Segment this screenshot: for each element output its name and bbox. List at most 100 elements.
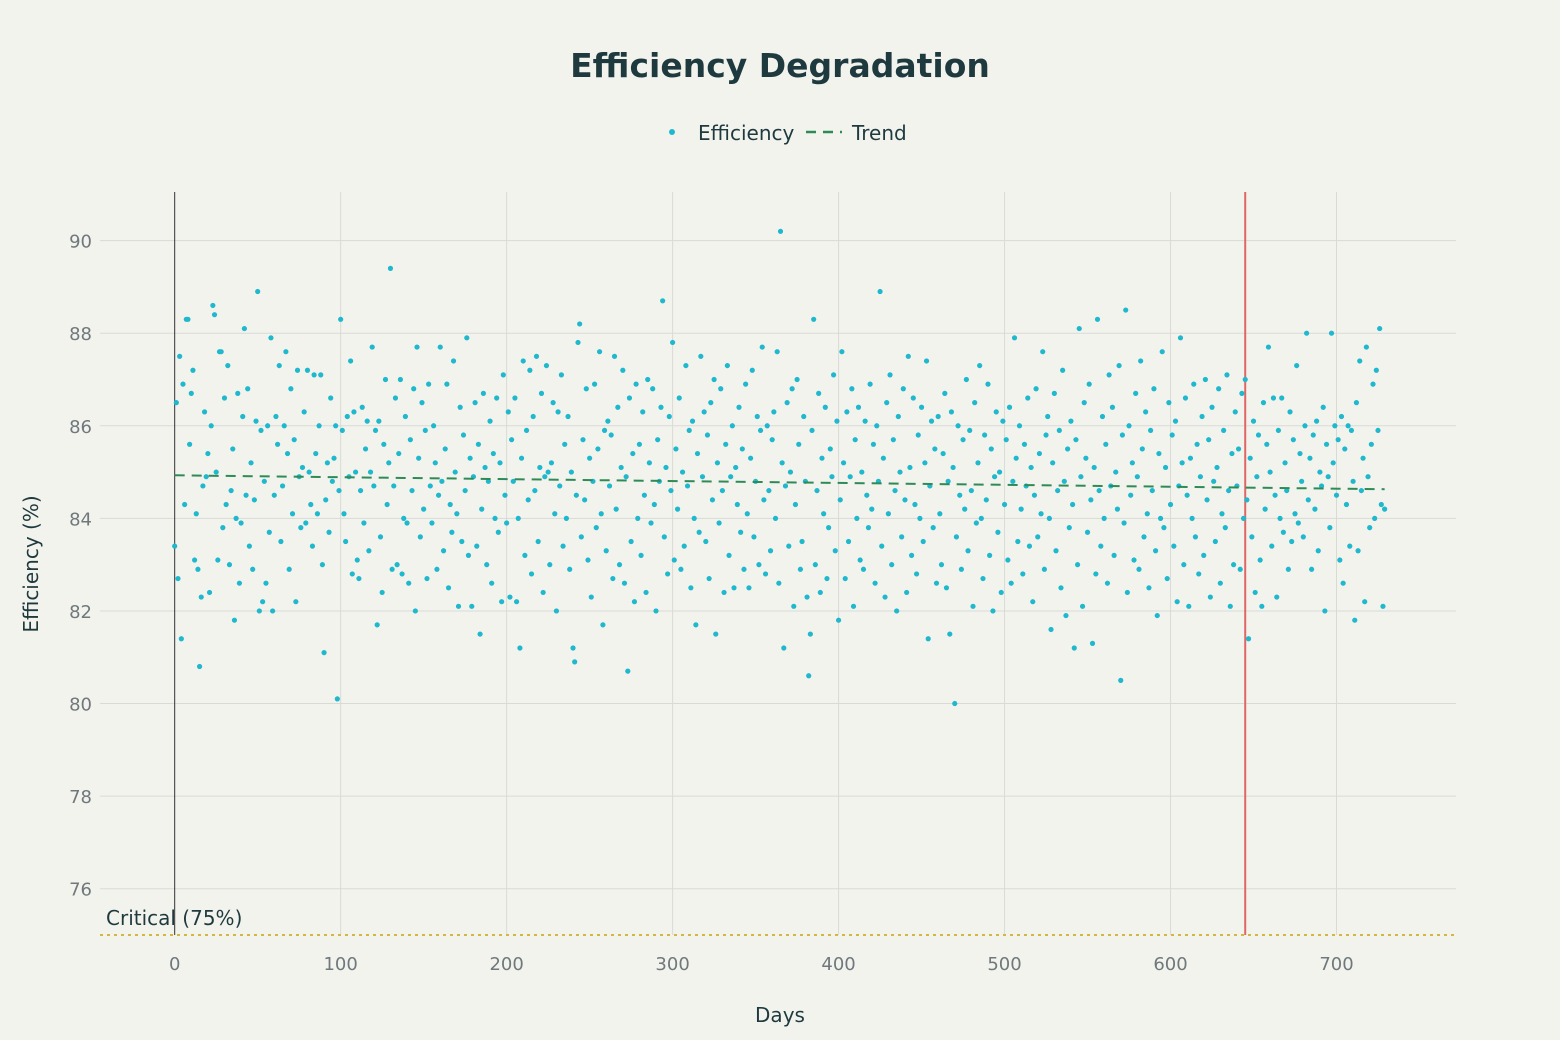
data-point (349, 571, 355, 577)
data-point (1119, 432, 1125, 438)
data-point (1214, 464, 1220, 471)
data-point (757, 427, 764, 434)
legend-trend-label[interactable]: Trend (851, 121, 907, 145)
data-point (474, 543, 480, 549)
data-point (756, 562, 762, 568)
data-point (426, 381, 432, 387)
data-point (1033, 386, 1039, 392)
data-point (462, 487, 468, 494)
data-point (203, 474, 209, 480)
y-tick-label: 88 (69, 324, 92, 345)
data-point (1001, 501, 1008, 508)
data-point (635, 515, 641, 521)
data-point (1362, 599, 1368, 605)
data-point (221, 395, 228, 401)
data-point (1028, 464, 1034, 471)
data-point (1179, 460, 1185, 466)
data-point (1094, 316, 1101, 322)
data-point (822, 404, 828, 410)
data-point (1134, 474, 1140, 480)
data-point (650, 386, 656, 392)
data-point (1377, 325, 1383, 332)
data-point (1285, 566, 1291, 572)
data-point (173, 400, 179, 406)
data-point (228, 487, 234, 494)
data-point (437, 344, 443, 350)
data-point (909, 552, 915, 558)
data-point (786, 543, 792, 549)
data-point (550, 400, 556, 406)
data-point (241, 325, 247, 332)
data-point (283, 349, 289, 355)
data-point (917, 515, 923, 521)
data-point (1157, 515, 1164, 521)
data-point (616, 562, 623, 568)
data-point (852, 437, 858, 443)
reference-lines (100, 192, 1456, 936)
data-point (668, 487, 674, 494)
data-point (510, 478, 516, 484)
data-point (449, 529, 455, 535)
data-point (407, 437, 413, 443)
data-point (185, 316, 191, 322)
data-point (743, 381, 749, 387)
data-point (606, 483, 613, 489)
data-point (372, 427, 379, 434)
data-point (248, 460, 254, 466)
data-point (1078, 474, 1084, 480)
data-point (894, 608, 900, 614)
data-point (683, 362, 689, 369)
data-point (996, 469, 1003, 475)
data-point (444, 381, 450, 387)
data-point (1055, 487, 1061, 494)
data-point (1162, 464, 1169, 471)
legend[interactable]: Efficiency Trend (669, 121, 907, 145)
legend-efficiency-label[interactable]: Efficiency (698, 121, 795, 145)
data-point (854, 515, 860, 521)
data-point (801, 413, 807, 420)
data-point (452, 469, 458, 475)
data-point (309, 543, 316, 549)
data-point (371, 483, 377, 489)
data-point (869, 506, 875, 512)
data-point (738, 529, 744, 535)
data-point (630, 450, 636, 457)
data-point (827, 446, 833, 452)
data-point (1192, 534, 1199, 540)
data-point (658, 404, 664, 410)
data-point (326, 529, 332, 535)
data-point (963, 376, 969, 383)
data-point (1302, 423, 1308, 429)
data-point (1358, 487, 1364, 494)
data-point (238, 520, 244, 526)
data-point (432, 460, 438, 466)
data-point (547, 562, 553, 568)
data-point (1041, 566, 1047, 572)
data-point (580, 437, 586, 443)
data-point (1169, 432, 1175, 438)
data-point (1056, 427, 1062, 434)
data-point (1046, 515, 1052, 521)
data-point (1051, 390, 1057, 396)
data-point (1282, 460, 1288, 466)
data-point (1297, 450, 1303, 457)
data-point (1197, 474, 1204, 480)
data-point (306, 469, 312, 475)
data-point (352, 469, 359, 475)
data-point (515, 515, 521, 521)
data-point (952, 700, 958, 707)
data-point (1345, 423, 1351, 429)
data-point (648, 520, 654, 526)
data-point (208, 423, 214, 429)
data-point (271, 492, 277, 498)
data-point (764, 423, 770, 429)
data-point (1287, 409, 1293, 415)
data-point (666, 413, 672, 420)
data-point (990, 608, 996, 614)
data-point (552, 511, 558, 517)
data-point (1230, 562, 1237, 568)
data-point (834, 418, 840, 424)
data-point (998, 589, 1004, 596)
data-point (741, 566, 747, 572)
data-point (268, 335, 274, 341)
